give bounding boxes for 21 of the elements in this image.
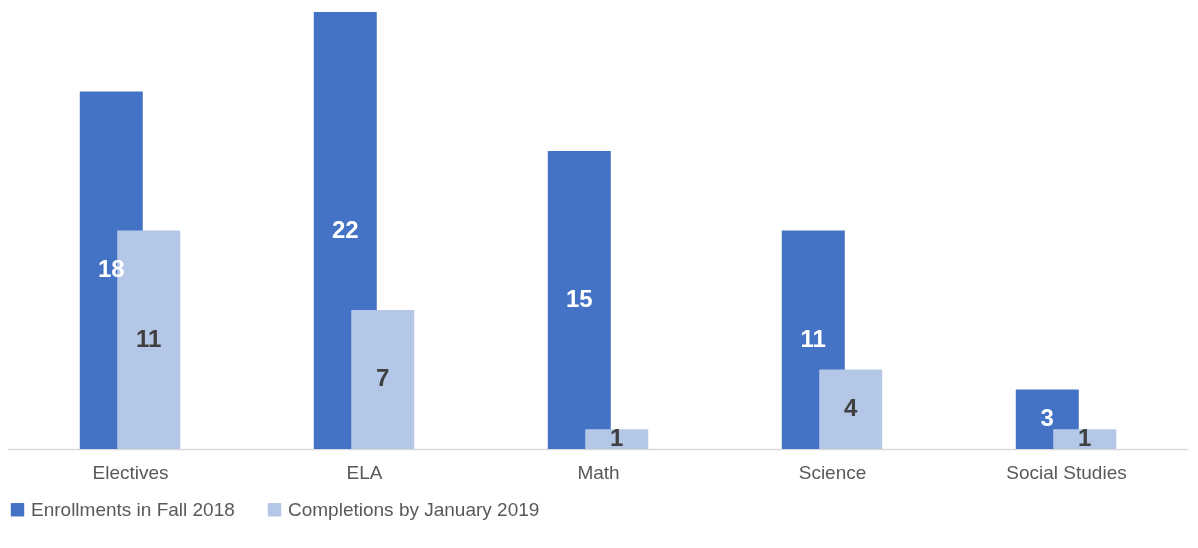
bar xyxy=(1053,429,1117,449)
legend-label: Completions by January 2019 xyxy=(288,498,540,520)
data-label: 7 xyxy=(376,364,390,392)
data-label: 15 xyxy=(565,285,593,313)
bar xyxy=(585,429,649,449)
data-label: 1 xyxy=(1078,424,1092,452)
bar xyxy=(547,151,611,449)
data-label: 22 xyxy=(331,215,359,243)
x-tick-label: Social Studies xyxy=(1006,461,1127,483)
bar xyxy=(819,369,883,449)
data-label: 4 xyxy=(844,394,859,422)
data-label: 11 xyxy=(136,324,162,352)
x-tick-label: Electives xyxy=(92,461,169,483)
data-label: 3 xyxy=(1040,404,1054,432)
data-label: 11 xyxy=(800,324,826,352)
data-label: 1 xyxy=(610,424,624,452)
bar xyxy=(351,309,415,449)
x-tick-label: Math xyxy=(577,461,620,483)
legend-label: Enrollments in Fall 2018 xyxy=(31,498,235,520)
x-tick-label: Science xyxy=(798,461,867,483)
x-tick-label: ELA xyxy=(346,461,383,483)
